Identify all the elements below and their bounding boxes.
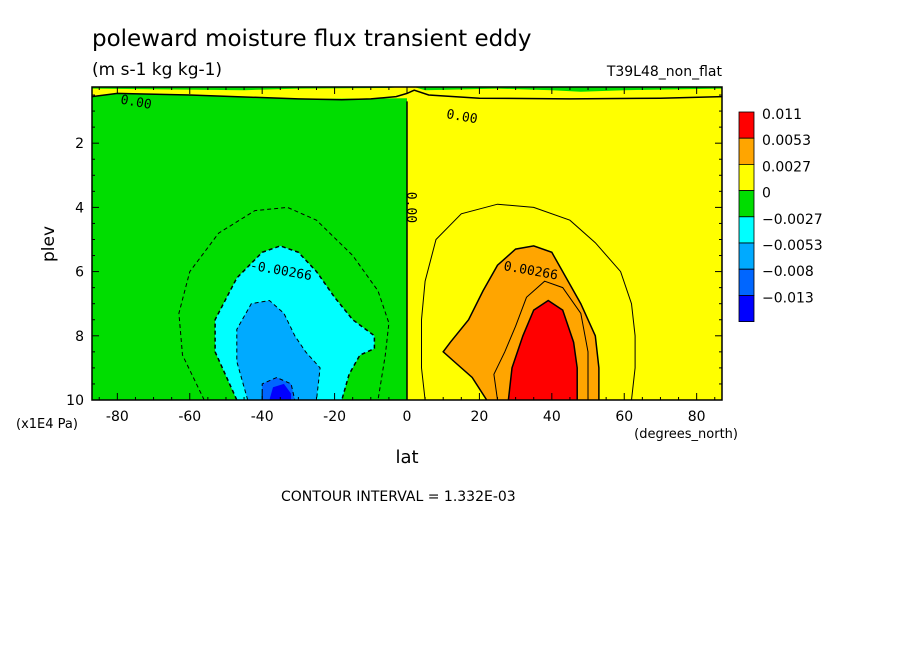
legend-label: −0.0027: [762, 212, 823, 228]
contour-line-9: [507, 299, 578, 400]
legend-swatch: [738, 268, 755, 296]
contour-label-0: 0.00: [119, 93, 152, 113]
contour-line-6: [421, 203, 636, 400]
region-south-contour-0.0053: [236, 300, 321, 400]
y-axis-label: plev: [39, 226, 59, 262]
contour-line-5: [261, 376, 296, 400]
contour-line-7: [442, 245, 600, 400]
region-top-south-strip: [92, 87, 400, 91]
legend-label: −0.0053: [762, 238, 823, 254]
contour-line-8: [493, 280, 589, 400]
legend-swatch: [738, 216, 755, 244]
color-legend: 0.011 0.0053 0.0027 0 −0.0027 −0.0053 −0.008 −0…: [738, 107, 823, 322]
legend-swatch: [738, 190, 755, 218]
legend-swatch: [738, 294, 755, 322]
chart-title: poleward moisture flux transient eddy: [92, 26, 531, 52]
contour-line-2: [178, 206, 390, 400]
legend-label: 0.0027: [762, 159, 811, 175]
region-north-contour-0.0053: [508, 300, 578, 400]
x-tick-label: 0: [403, 409, 412, 425]
y-tick-label: 10: [66, 393, 84, 409]
x-tick-label: -80: [106, 409, 129, 425]
y-tick-label: 6: [75, 265, 84, 281]
legend-swatch: [738, 163, 755, 191]
region-top-north-strip: [414, 87, 722, 92]
legend-label: 0: [762, 186, 771, 202]
legend-label: −0.013: [762, 290, 814, 306]
contour-label-2: 0.00: [403, 192, 418, 223]
x-tick-label: -60: [178, 409, 201, 425]
x-axis-label: lat: [395, 447, 418, 468]
y-tick-label: 4: [75, 200, 84, 216]
y-tick-label: 8: [75, 329, 84, 345]
x-units-label: (degrees_north): [634, 427, 738, 442]
legend-swatch: [738, 137, 755, 165]
x-tick-label: 80: [688, 409, 706, 425]
x-tick-label: 60: [615, 409, 633, 425]
region-south-contour-0.013: [269, 383, 292, 400]
contour-label-1: 0.00: [445, 107, 478, 127]
contour-line-3: [214, 245, 376, 400]
x-tick-label: -20: [323, 409, 346, 425]
x-tick-label: 40: [543, 409, 561, 425]
legend-label: 0.011: [762, 107, 802, 123]
x-tick-label: -40: [251, 409, 274, 425]
y-tick-label: 2: [75, 136, 84, 152]
contour-line-4: [236, 299, 321, 400]
contour-interval: CONTOUR INTERVAL = 1.332E-03: [281, 489, 516, 505]
y-units-label: (x1E4 Pa): [16, 417, 78, 432]
contour-lines: [92, 89, 722, 400]
legend-label: −0.008: [762, 264, 814, 280]
x-tick-label: 20: [470, 409, 488, 425]
legend-swatch: [738, 242, 755, 270]
legend-label: 0.0053: [762, 133, 811, 149]
legend-swatch: [738, 111, 755, 139]
contour-line-1: [92, 89, 722, 101]
chart-units: (m s-1 kg kg-1): [92, 60, 222, 80]
axes: -80 -60 -40 -20 0 20 40 60 80 2 4 6 8 10: [66, 87, 722, 425]
run-label: T39L48_non_flat: [606, 64, 723, 80]
